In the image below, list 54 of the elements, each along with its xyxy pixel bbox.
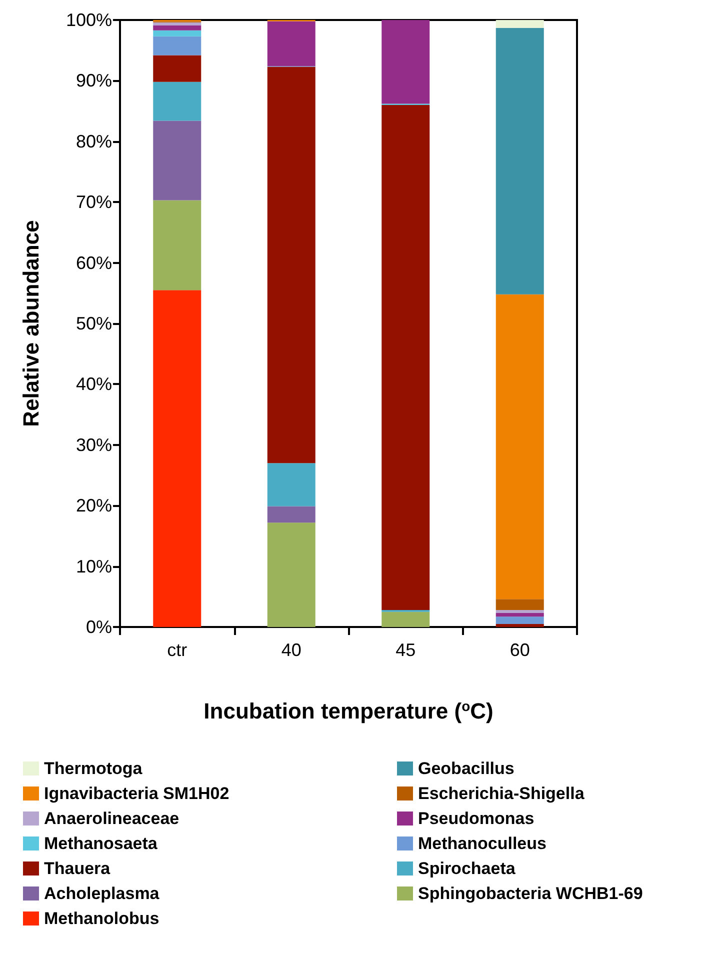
bar <box>267 21 316 66</box>
bar <box>267 522 316 627</box>
y-axis-title: Relative abundance <box>18 220 44 427</box>
x-tick-label: 45 <box>396 640 416 660</box>
bar <box>153 120 202 200</box>
y-tick-label: 100% <box>66 10 112 30</box>
legend-label: Acholeplasma <box>44 884 160 903</box>
y-tick-label: 70% <box>76 192 112 212</box>
bar <box>496 624 544 627</box>
legend-label: Geobacillus <box>418 759 514 778</box>
bar <box>153 200 202 290</box>
y-tick-label: 10% <box>76 556 112 576</box>
bar <box>153 290 202 627</box>
bar <box>153 22 202 26</box>
y-tick-label: 90% <box>76 70 112 91</box>
y-tick-label: 60% <box>76 252 112 273</box>
legend-label: Pseudomonas <box>418 809 534 828</box>
bar <box>153 55 202 82</box>
y-tick-label: 50% <box>76 314 112 334</box>
bar <box>382 20 430 104</box>
bar <box>496 610 544 614</box>
legend-label: Thauera <box>44 859 111 878</box>
bar <box>496 294 544 600</box>
bar <box>382 612 430 627</box>
bar <box>496 599 544 610</box>
legend-label: Anaerolineaceae <box>44 809 180 828</box>
bar <box>153 25 202 30</box>
legend-label: Escherichia-Shigella <box>418 784 585 803</box>
x-tick-label: 40 <box>281 640 302 660</box>
legend-label: Thermotoga <box>44 759 143 778</box>
legend-label: Spirochaeta <box>418 859 516 878</box>
bar <box>153 36 202 56</box>
bar <box>496 616 544 624</box>
bar <box>267 463 316 506</box>
y-tick-label: 40% <box>76 374 112 394</box>
legend-label: Ignavibacteria SM1H02 <box>44 784 230 803</box>
bar <box>267 66 316 464</box>
bar <box>153 82 202 121</box>
legend-label: Methanoculleus <box>418 834 546 853</box>
bar <box>267 506 316 523</box>
x-tick-label: ctr <box>167 640 188 660</box>
y-tick-label: 20% <box>76 496 112 516</box>
bar <box>496 20 544 28</box>
y-tick-label: 0% <box>86 617 112 637</box>
y-tick-label: 30% <box>76 434 112 455</box>
legend-label: Sphingobacteria WCHB1-69 <box>418 884 643 903</box>
bar <box>382 104 430 610</box>
legend-label: Methanosaeta <box>44 834 158 853</box>
bar <box>153 30 202 36</box>
y-tick-label: 80% <box>76 131 112 152</box>
bar <box>496 28 544 294</box>
bar <box>496 613 544 617</box>
legend-label: Methanolobus <box>44 909 160 928</box>
x-tick-label: 60 <box>510 640 530 660</box>
